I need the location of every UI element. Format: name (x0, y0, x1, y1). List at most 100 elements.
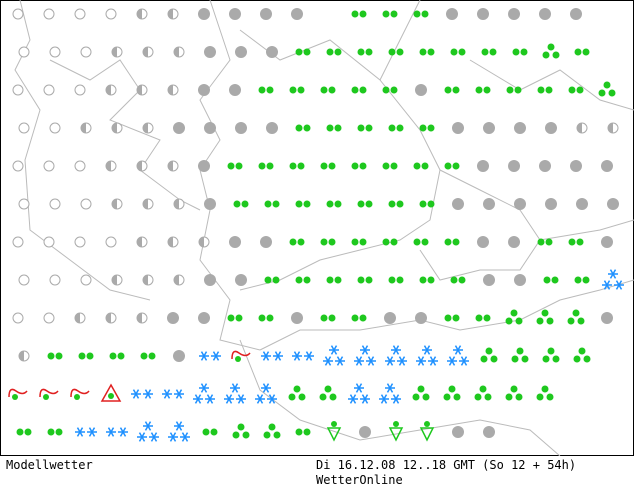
rain (303, 200, 311, 208)
rain (298, 393, 306, 401)
cloudy (229, 8, 241, 20)
rain (546, 393, 554, 401)
rain (481, 48, 489, 56)
rain (603, 81, 611, 89)
rain (541, 385, 549, 393)
rain (242, 431, 250, 439)
snow-stroke (330, 345, 338, 355)
freezing (70, 388, 90, 398)
rain (390, 10, 398, 18)
rain (511, 355, 519, 363)
footer-date: Di 16.12.08 12..18 GMT (So 12 + 54h) (316, 458, 577, 472)
cloudy (452, 198, 464, 210)
cloudy (173, 350, 185, 362)
rain (297, 86, 305, 94)
rain (295, 48, 303, 56)
cloudy (483, 274, 495, 286)
freezing (231, 350, 251, 360)
rain (328, 86, 336, 94)
snow-stroke (615, 280, 623, 290)
rain (450, 48, 458, 56)
rain (417, 385, 425, 393)
cloudy (545, 198, 557, 210)
cloudy (204, 122, 216, 134)
rain (443, 393, 451, 401)
rain (351, 10, 359, 18)
cloudy (204, 274, 216, 286)
rain (289, 86, 297, 94)
clear (49, 274, 61, 286)
rain (510, 385, 518, 393)
partly-half (75, 313, 80, 323)
cloudy (539, 8, 551, 20)
partly-half (81, 123, 86, 133)
rain (320, 238, 328, 246)
rain (351, 162, 359, 170)
cloudy (514, 198, 526, 210)
cloudy (260, 8, 272, 20)
rain (326, 200, 334, 208)
partly-half (168, 9, 173, 19)
rain (319, 393, 327, 401)
partly-half (106, 85, 111, 95)
snow-stroke (262, 351, 270, 361)
footer-brand: WetterOnline (316, 473, 403, 487)
rain (568, 86, 576, 94)
clear (74, 236, 86, 248)
clear (18, 46, 30, 58)
rain (512, 48, 520, 56)
rain (272, 276, 280, 284)
rain (427, 200, 435, 208)
partly-half (19, 351, 24, 361)
snow-stroke (609, 269, 617, 279)
cloudy (539, 160, 551, 172)
clear (18, 274, 30, 286)
weather-symbols (8, 8, 624, 442)
rain (320, 86, 328, 94)
shower (326, 427, 342, 442)
cloudy (477, 8, 489, 20)
rain (357, 200, 365, 208)
clear (49, 46, 61, 58)
clear (74, 84, 86, 96)
cloudy (266, 46, 278, 58)
clear (49, 198, 61, 210)
rain (419, 48, 427, 56)
partly-half (112, 275, 117, 285)
rain (382, 86, 390, 94)
rain (448, 385, 456, 393)
rain (505, 393, 513, 401)
cloudy (607, 198, 619, 210)
partly-half (199, 237, 204, 247)
rain (520, 48, 528, 56)
clear (80, 198, 92, 210)
snow-stroke (88, 427, 96, 437)
shower-dot (424, 421, 430, 427)
snow-stroke (132, 389, 140, 399)
rain (263, 431, 271, 439)
rain (598, 89, 606, 97)
rain (232, 431, 240, 439)
rain (573, 355, 581, 363)
rain (148, 352, 156, 360)
rain (515, 317, 523, 325)
rain (552, 355, 560, 363)
rain (483, 314, 491, 322)
snow-stroke (256, 394, 264, 404)
rain (334, 48, 342, 56)
rain (452, 314, 460, 322)
partly-half (137, 9, 142, 19)
footer-left: Modellwetter (6, 458, 93, 472)
rain (359, 10, 367, 18)
map (0, 0, 634, 456)
cloudy (508, 160, 520, 172)
rain (388, 200, 396, 208)
snow-stroke (355, 383, 363, 393)
cloudy (291, 312, 303, 324)
rain (295, 428, 303, 436)
rain (444, 314, 452, 322)
rain (452, 86, 460, 94)
cloudy (508, 8, 520, 20)
freezing-dot (12, 394, 18, 400)
